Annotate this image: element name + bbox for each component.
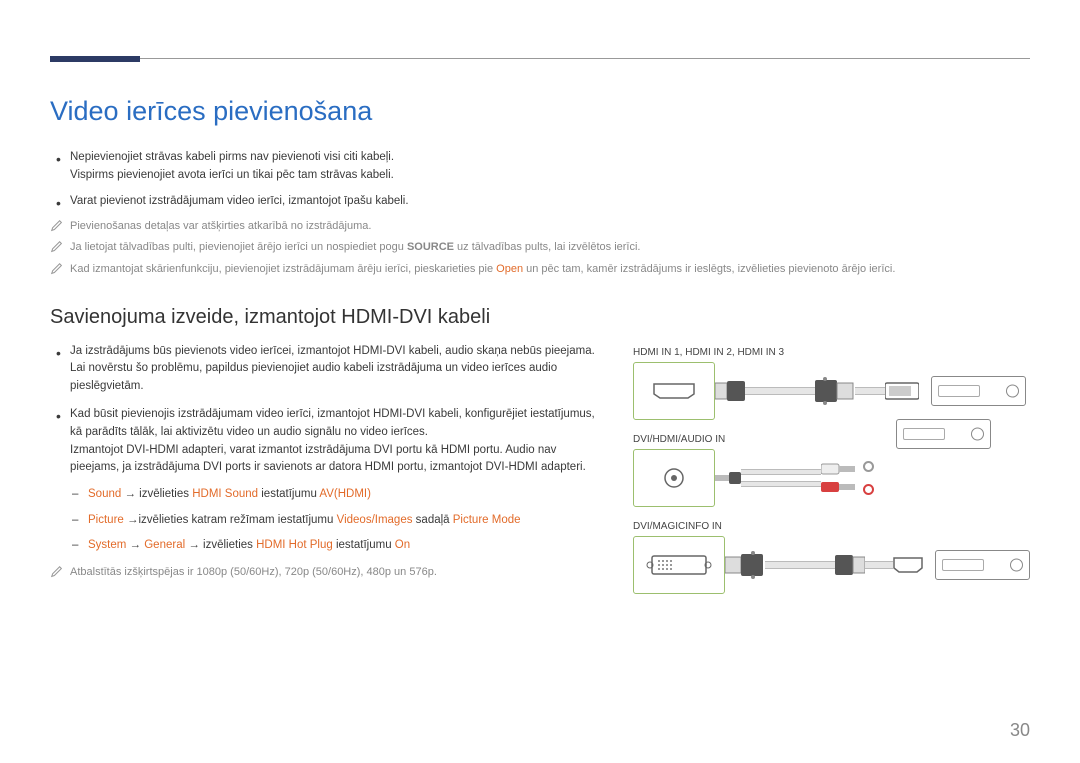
rca-ports (863, 461, 874, 495)
dvi-plug-icon (815, 376, 855, 406)
intro-bullet: Nepievienojiet strāvas kabeli pirms nav … (50, 149, 1030, 185)
note-text: Ja lietojat tālvadības pulti, pievienoji… (70, 241, 640, 253)
diagram-audio (633, 449, 1030, 507)
port-label-hdmi: HDMI IN 1, HDMI IN 2, HDMI IN 3 (633, 347, 1030, 358)
note: Kad izmantojat skārienfunkciju, pievieno… (50, 261, 1030, 278)
dash-item: Picture →izvēlieties katram režīmam iest… (70, 511, 603, 529)
t: sadaļā (412, 514, 452, 526)
diagram-hdmi-dvi (633, 362, 1030, 420)
text-column: Ja izstrādājums būs pievienots video ier… (50, 343, 603, 608)
hl: System (88, 539, 126, 551)
device-icon (896, 419, 991, 449)
pencil-icon (50, 565, 64, 579)
hdmi-port (633, 362, 715, 420)
hl: General (144, 539, 185, 551)
diagram-column: HDMI IN 1, HDMI IN 2, HDMI IN 3 DVI/HDMI… (633, 343, 1030, 608)
cable (855, 387, 885, 395)
audio-port (633, 449, 715, 507)
dvi-port-icon (885, 381, 919, 401)
note-text: Pievienošanas detaļas var atšķirties atk… (70, 220, 371, 232)
intro-bullet: Varat pievienot izstrādājumam video ierī… (50, 193, 1030, 211)
dash-item: System → General → izvēlieties HDMI Hot … (70, 536, 603, 554)
note-text: Kad izmantojat skārienfunkciju, pievieno… (70, 263, 895, 275)
hdmi-port-small-icon (893, 557, 923, 573)
text: Nepievienojiet strāvas kabeli pirms nav … (70, 151, 394, 181)
cable (745, 387, 815, 395)
dvi-plug-icon (725, 550, 765, 580)
hl: HDMI Sound (192, 488, 258, 500)
note: Atbalstītās izšķirtspējas ir 1080p (50/6… (50, 564, 603, 581)
text: Varat pievienot izstrādājumam video ierī… (70, 195, 409, 207)
cable (741, 469, 821, 475)
orange-text: Open (496, 263, 523, 275)
sub-bullet: Ja izstrādājums būs pievienots video ier… (50, 343, 603, 396)
device-icon (935, 550, 1030, 580)
t: → izvēlieties (185, 539, 256, 551)
hl: AV(HDMI) (319, 488, 371, 500)
hl: On (395, 539, 410, 551)
bold: SOURCE (407, 241, 454, 253)
note: Pievienošanas detaļas var atšķirties atk… (50, 218, 1030, 235)
t: → (126, 539, 144, 551)
note-text: Atbalstītās izšķirtspējas ir 1080p (50/6… (70, 566, 437, 578)
hl: Picture Mode (453, 514, 521, 526)
sub-bullets: Ja izstrādājums būs pievienots video ier… (50, 343, 603, 555)
pencil-icon (50, 262, 64, 276)
rca-plugs (821, 462, 855, 494)
t: iestatījumu (258, 488, 319, 500)
device-icon (931, 376, 1026, 406)
header-rule (50, 58, 1030, 59)
jack-plug-icon (715, 470, 741, 486)
section-heading: Savienojuma izveide, izmantojot HDMI-DVI… (50, 306, 1030, 329)
cable (865, 561, 893, 569)
two-column-layout: Ja izstrādājums būs pievienots video ier… (50, 343, 1030, 608)
t: →izvēlieties katram režīmam iestatījumu (124, 514, 337, 526)
page-title: Video ierīces pievienošana (50, 96, 1030, 127)
dvi-port-box (633, 536, 725, 594)
port-label-dvi: DVI/MAGICINFO IN (633, 521, 1030, 532)
t: iestatījumu (333, 539, 395, 551)
hdmi-plug-icon (835, 553, 865, 577)
hl: Videos/Images (337, 514, 413, 526)
text: Ja izstrādājums būs pievienots video ier… (70, 345, 595, 393)
pencil-icon (50, 219, 64, 233)
hl: Sound (88, 488, 121, 500)
header-accent (50, 56, 140, 62)
page-number: 30 (1010, 720, 1030, 741)
pencil-icon (50, 240, 64, 254)
note: Ja lietojat tālvadības pulti, pievienoji… (50, 239, 1030, 256)
rca-red-port-icon (863, 484, 874, 495)
rca-white-port-icon (863, 461, 874, 472)
dual-cable (741, 469, 821, 487)
diagram-dvi-hdmi (633, 536, 1030, 594)
intro-bullets: Nepievienojiet strāvas kabeli pirms nav … (50, 149, 1030, 210)
rca-red-plug-icon (821, 480, 855, 494)
page-content: Video ierīces pievienošana Nepievienojie… (50, 96, 1030, 608)
dash-list: Sound → izvēlieties HDMI Sound iestatīju… (70, 485, 603, 554)
hl: HDMI Hot Plug (256, 539, 333, 551)
cable (741, 481, 821, 487)
audio-jack-icon (662, 466, 686, 490)
sub-bullet: Kad būsit pievienojis izstrādājumam vide… (50, 406, 603, 554)
rca-white-plug-icon (821, 462, 855, 476)
cable (765, 561, 835, 569)
dash-item: Sound → izvēlieties HDMI Sound iestatīju… (70, 485, 603, 503)
hdmi-plug-icon (715, 379, 745, 403)
hl: Picture (88, 514, 124, 526)
hdmi-port-icon (652, 382, 696, 400)
t: → izvēlieties (121, 488, 192, 500)
dvi-port-icon (646, 552, 712, 578)
text: Kad būsit pievienojis izstrādājumam vide… (70, 408, 595, 473)
